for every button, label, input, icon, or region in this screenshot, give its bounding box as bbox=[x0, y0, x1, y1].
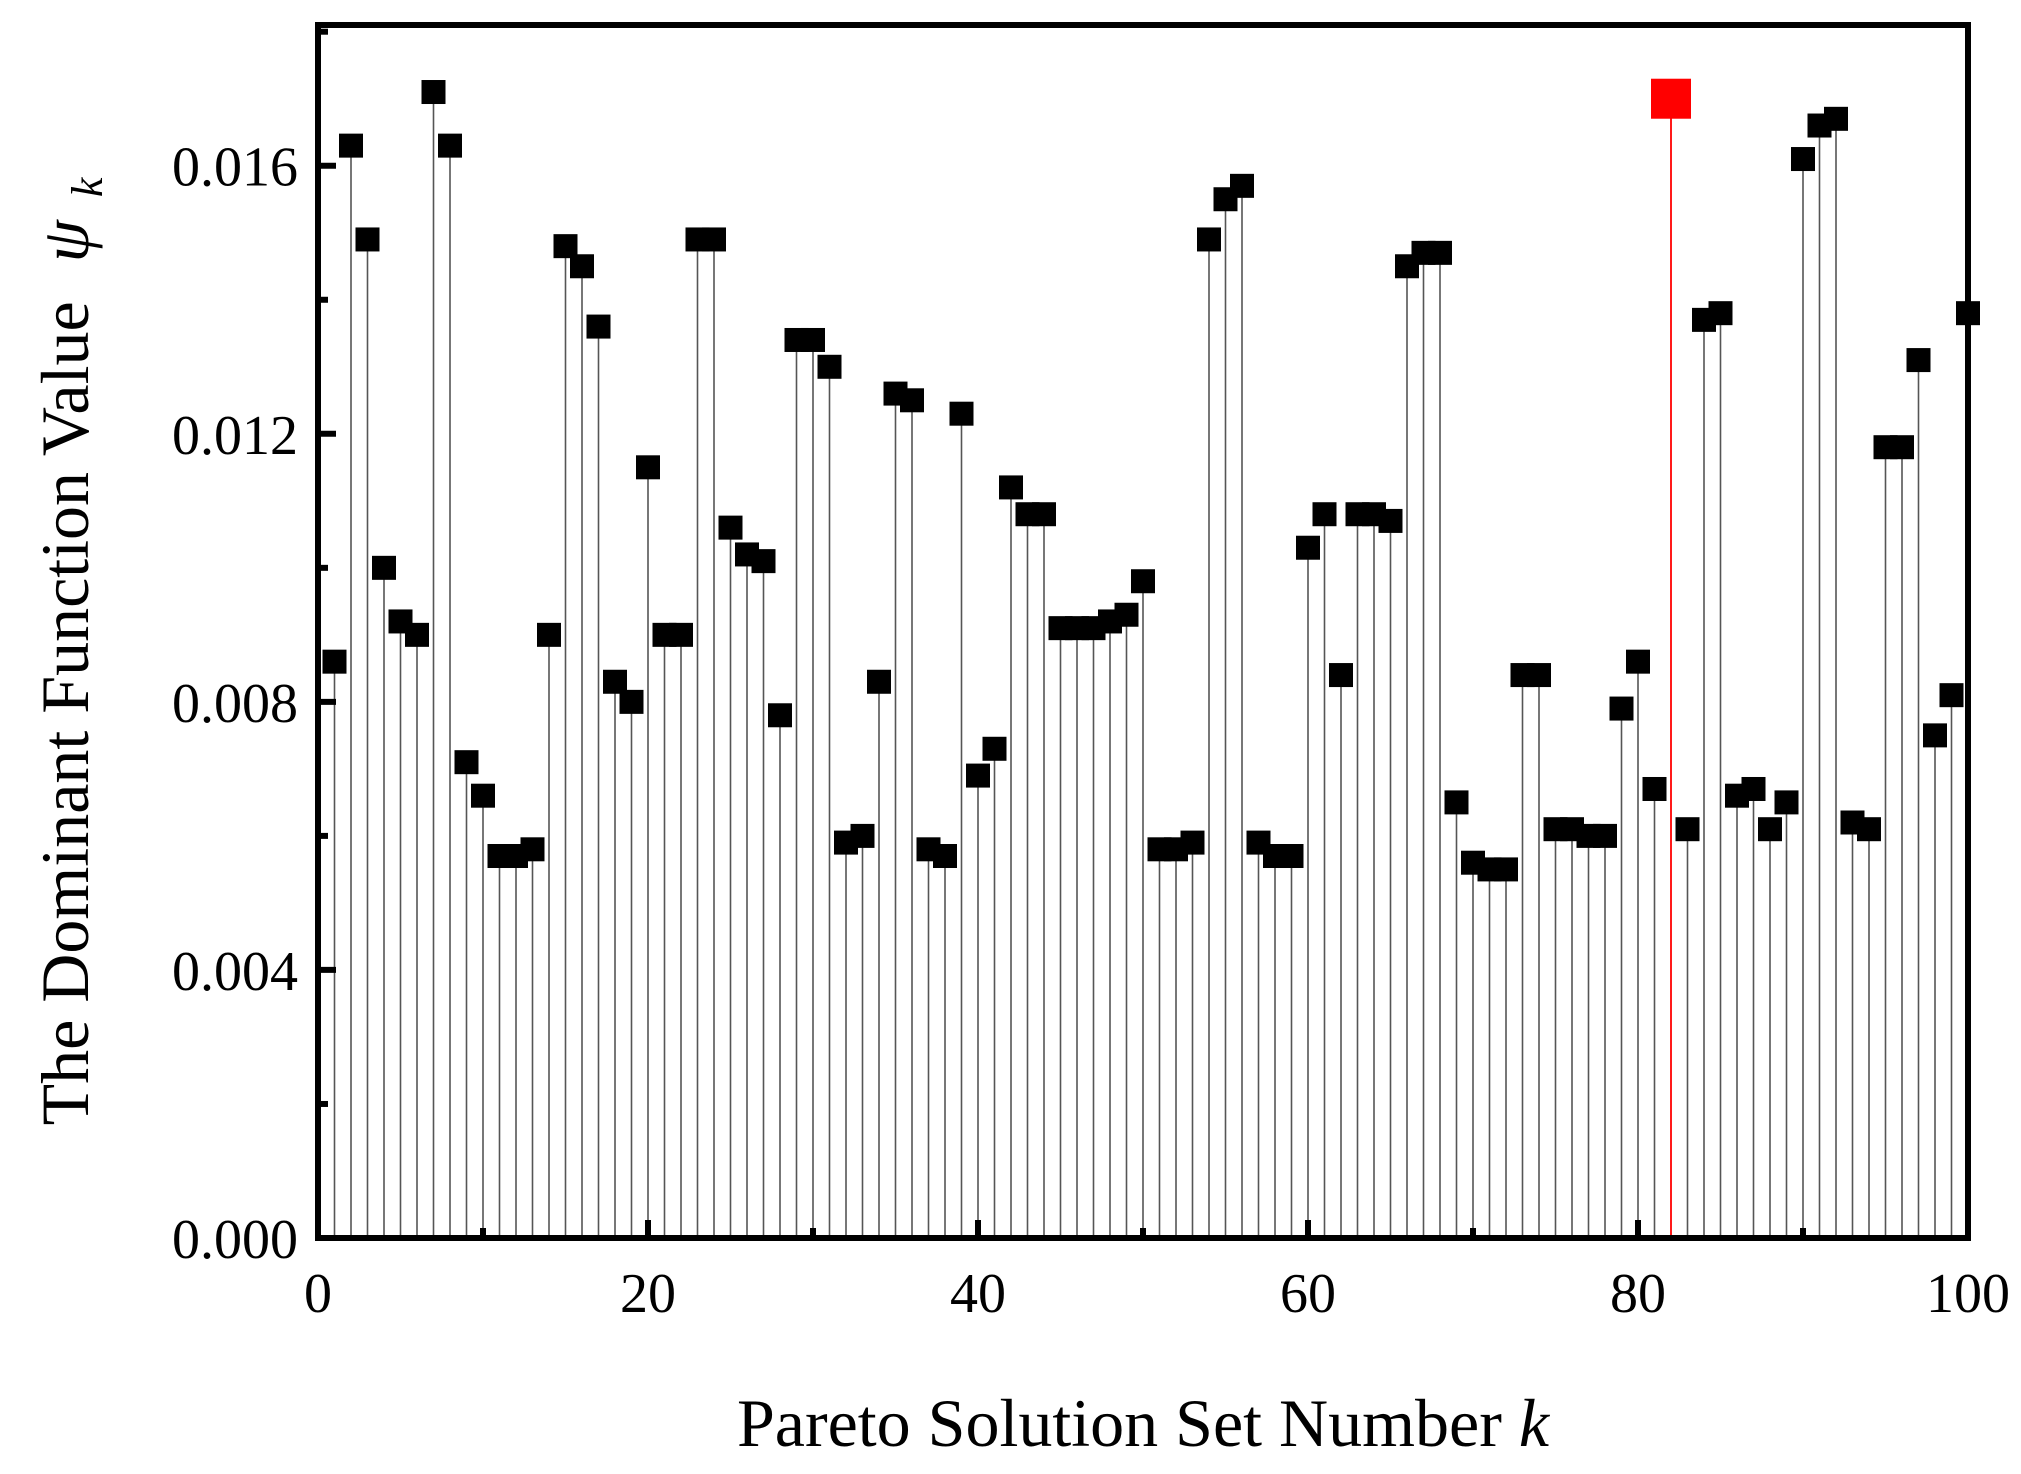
data-point bbox=[966, 763, 990, 788]
data-point bbox=[768, 703, 792, 728]
x-axis-title-var: k bbox=[1519, 1385, 1551, 1461]
data-point bbox=[982, 736, 1007, 761]
data-point bbox=[900, 388, 924, 413]
y-axis-title-subscript: k bbox=[63, 176, 112, 197]
data-point bbox=[1708, 301, 1733, 326]
y-tick-label: 0.004 bbox=[172, 941, 298, 1003]
data-point bbox=[1230, 173, 1254, 198]
data-point bbox=[702, 227, 726, 252]
data-point bbox=[1114, 602, 1139, 627]
data-markers bbox=[322, 78, 1980, 882]
data-point bbox=[1180, 830, 1205, 855]
data-point bbox=[1774, 790, 1799, 815]
data-point bbox=[1296, 535, 1320, 560]
data-point bbox=[1791, 147, 1815, 172]
y-axis-ticks: 0.000 0.004 0.008 0.012 0.016 bbox=[172, 28, 336, 1271]
x-tick-label: 40 bbox=[950, 1263, 1006, 1325]
data-point bbox=[636, 455, 660, 480]
data-point bbox=[1312, 502, 1337, 527]
x-tick-label: 0 bbox=[304, 1263, 332, 1325]
data-point bbox=[1329, 663, 1353, 688]
data-point bbox=[1906, 348, 1931, 373]
y-tick-label: 0.012 bbox=[172, 405, 298, 467]
data-point bbox=[1279, 844, 1304, 869]
data-point bbox=[537, 622, 561, 647]
data-point bbox=[1609, 696, 1634, 721]
data-point bbox=[471, 783, 495, 808]
data-point bbox=[339, 133, 363, 158]
data-point bbox=[1131, 569, 1155, 594]
data-point bbox=[751, 549, 776, 574]
data-point bbox=[355, 227, 380, 252]
data-point bbox=[999, 475, 1023, 500]
data-point bbox=[1741, 776, 1766, 801]
data-point bbox=[1593, 823, 1617, 848]
data-point bbox=[322, 649, 347, 674]
data-point bbox=[1428, 240, 1452, 265]
y-axis-title-text: The Dominant Function Value bbox=[27, 301, 103, 1125]
data-point bbox=[586, 314, 611, 339]
y-axis-title: The Dominant Function Value ψ k bbox=[27, 176, 112, 1125]
data-point bbox=[1824, 106, 1848, 131]
data-point bbox=[718, 515, 743, 540]
data-point bbox=[801, 327, 825, 352]
y-tick-label: 0.008 bbox=[172, 673, 298, 735]
data-point bbox=[850, 823, 875, 848]
x-axis-title-text: Pareto Solution Set Number bbox=[737, 1385, 1502, 1461]
data-point bbox=[867, 669, 891, 694]
data-point bbox=[1626, 649, 1650, 674]
data-point bbox=[438, 133, 462, 158]
data-point bbox=[553, 234, 578, 259]
data-point bbox=[1675, 817, 1700, 842]
data-point bbox=[1494, 857, 1518, 882]
data-point bbox=[372, 555, 396, 580]
data-point bbox=[817, 354, 842, 379]
data-point bbox=[1444, 790, 1469, 815]
x-tick-label: 100 bbox=[1926, 1263, 2010, 1325]
y-axis-title-symbol: ψ bbox=[27, 218, 103, 262]
data-point bbox=[1923, 723, 1947, 748]
data-point bbox=[1857, 817, 1881, 842]
data-point bbox=[570, 254, 594, 279]
data-point bbox=[1527, 663, 1551, 688]
data-point bbox=[933, 844, 957, 869]
data-point bbox=[454, 750, 479, 775]
data-point bbox=[421, 80, 446, 105]
x-tick-label: 60 bbox=[1280, 1263, 1336, 1325]
data-point bbox=[603, 669, 627, 694]
plot-frame bbox=[315, 22, 1971, 1241]
data-point bbox=[1378, 508, 1403, 533]
data-point bbox=[405, 622, 429, 647]
y-tick-label: 0.016 bbox=[172, 137, 298, 199]
data-point bbox=[1890, 435, 1914, 460]
data-point bbox=[949, 401, 974, 426]
x-axis-title: Pareto Solution Set Number k bbox=[737, 1385, 1551, 1461]
x-tick-label: 20 bbox=[620, 1263, 676, 1325]
data-point bbox=[1939, 683, 1964, 708]
stem-lines bbox=[333, 92, 1969, 1238]
data-point bbox=[520, 837, 545, 862]
data-point bbox=[1197, 227, 1221, 252]
y-tick-label: 0.000 bbox=[172, 1209, 298, 1271]
x-tick-label: 80 bbox=[1610, 1263, 1666, 1325]
data-point bbox=[1032, 502, 1056, 527]
data-point bbox=[669, 622, 693, 647]
highlight-point bbox=[1651, 78, 1691, 119]
data-point bbox=[1642, 776, 1667, 801]
data-point bbox=[1758, 817, 1782, 842]
data-point bbox=[619, 689, 644, 714]
